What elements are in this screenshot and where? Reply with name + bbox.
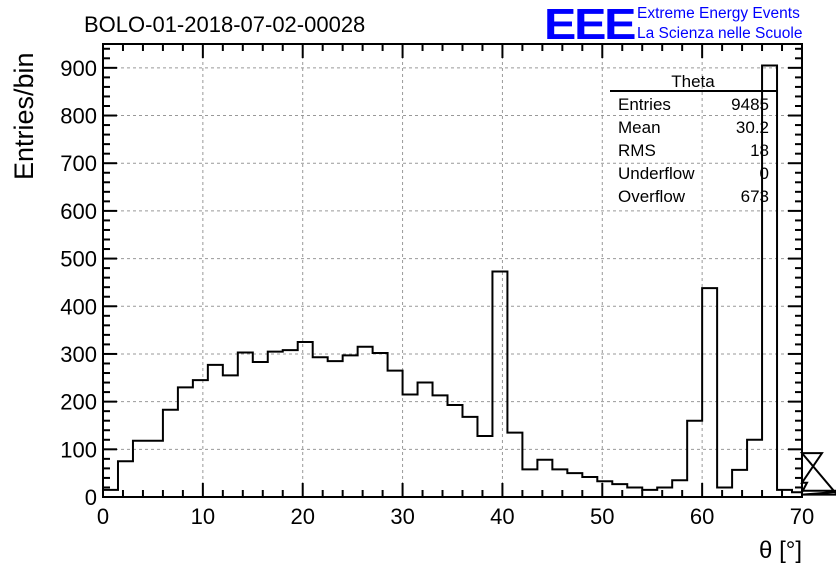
x-tick-label: 50 [590,504,614,529]
histogram-bin [777,490,792,497]
x-tick-label: 0 [97,504,109,529]
histogram-line [103,64,836,496]
histogram-bin [313,357,328,497]
y-tick-label: 300 [60,342,97,367]
histogram-bin [627,487,642,497]
stats-box: Theta Entries 9485 Mean 30.2 RMS 18 Underflow 0… [610,72,777,206]
histogram-bin [433,395,448,497]
y-tick-label: 600 [60,199,97,224]
stats-value: 18 [750,141,769,160]
stats-label: Underflow [618,164,695,183]
histogram-bin [388,371,403,497]
histogram-bin [552,469,567,497]
histogram-bin [462,417,477,497]
histogram-bin [582,477,597,497]
stats-title: Theta [671,72,715,91]
histogram-bin [702,288,717,497]
stats-value: 673 [741,187,769,206]
histogram-bin [418,383,433,497]
histogram-bin [448,405,463,497]
x-tick-label: 10 [191,504,215,529]
y-tick-label: 100 [60,437,97,462]
histogram-bin [507,433,522,497]
histogram-bin [178,387,193,497]
histogram-bin [253,362,268,497]
histogram-bin [687,421,702,497]
histogram-bin [238,353,253,497]
stats-label: Mean [618,118,661,137]
histogram-bin [657,487,672,497]
y-tick-label: 400 [60,294,97,319]
histogram-bin [522,469,537,497]
histogram-bin [477,436,492,497]
histogram-bin [208,365,223,497]
histogram-bin [747,440,762,497]
histogram-bin [103,490,118,497]
logo-line-2: La Scienza nelle Scuole [637,25,803,42]
histogram-bin [612,484,627,497]
x-tick-label: 20 [290,504,314,529]
y-tick-label: 200 [60,390,97,415]
histogram-bin [717,487,732,497]
logo-line-1: Extreme Energy Events [637,5,800,22]
histogram-bin [163,410,178,497]
histogram-bars [103,64,836,497]
histogram-bin [492,271,507,497]
x-tick-label: 70 [790,504,814,529]
histogram-bin [373,353,388,497]
chart-title: BOLO-01-2018-07-02-00028 [84,12,366,37]
y-tick-label: 700 [60,151,97,176]
histogram-bin [298,342,313,497]
histogram-bin [597,481,612,497]
stats-label: Entries [618,95,671,114]
histogram-bin [358,347,373,497]
histogram-bin [118,461,133,497]
histogram-bin [567,473,582,497]
stats-value: 0 [760,164,769,183]
histogram-bin [672,480,687,497]
stats-value: 30.2 [736,118,769,137]
histogram-bin [732,470,747,497]
x-tick-label: 60 [690,504,714,529]
histogram-bin [343,355,358,497]
x-tick-label: 30 [390,504,414,529]
histogram-bin [193,380,208,497]
stats-value: 9485 [731,95,769,114]
eee-logo: EEE [544,0,636,49]
tick-labels: 0 10 20 30 40 50 60 700100200300400500600700800… [60,56,814,529]
histogram-bin [328,361,343,497]
histogram-bin [223,375,238,497]
x-tick-label: 40 [490,504,514,529]
y-tick-label: 500 [60,247,97,272]
axes [102,43,803,498]
y-tick-label: 0 [85,485,97,510]
histogram-bin [537,460,552,497]
histogram-bin [403,394,418,497]
grid-lines [102,44,803,498]
plot-frame [102,43,803,498]
y-tick-label: 800 [60,104,97,129]
stats-label: RMS [618,141,656,160]
histogram-bin [268,352,283,497]
histogram-bin [148,441,163,497]
histogram-bin [283,350,298,497]
x-axis-label: θ [°] [759,537,802,564]
stats-label: Overflow [618,187,686,206]
y-tick-label: 900 [60,56,97,81]
y-axis-label: Entries/bin [9,52,39,180]
histogram-bin [642,490,657,497]
logo-text: Extreme Energy Events La Scienza nelle S… [637,4,802,44]
